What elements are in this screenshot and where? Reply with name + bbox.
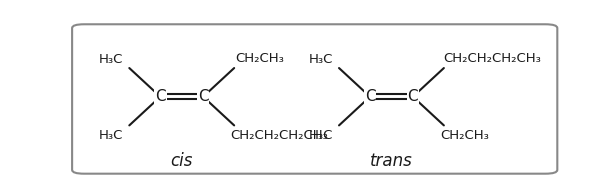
FancyBboxPatch shape [72,24,557,174]
Text: CH₂CH₃: CH₂CH₃ [235,52,284,65]
Text: H₃C: H₃C [309,129,333,142]
Text: trans: trans [370,152,413,170]
Text: H₃C: H₃C [99,129,124,142]
Text: H₃C: H₃C [99,53,124,66]
Text: C: C [155,89,165,104]
Text: CH₂CH₂CH₂CH₃: CH₂CH₂CH₂CH₃ [443,52,541,65]
Text: C: C [198,89,208,104]
Text: C: C [365,89,375,104]
Text: CH₂CH₂CH₂CH₃: CH₂CH₂CH₂CH₃ [231,129,328,142]
Text: H₃C: H₃C [309,53,333,66]
Text: CH₂CH₃: CH₂CH₃ [440,129,489,142]
Text: C: C [408,89,418,104]
Text: cis: cis [170,152,193,170]
